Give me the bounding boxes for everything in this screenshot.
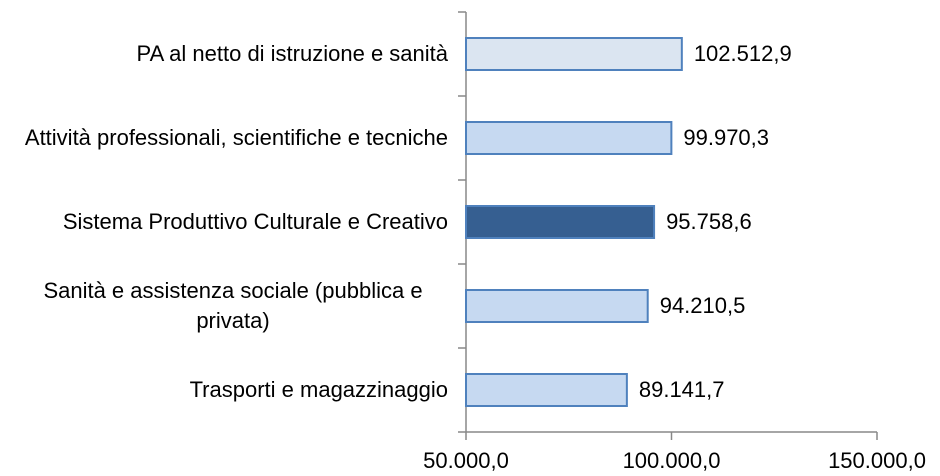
y-tick-label: Sanità e assistenza sociale (pubblica e …	[43, 278, 423, 333]
category-label-box: Sistema Produttivo Culturale e Creativo	[0, 180, 448, 264]
bar	[465, 37, 683, 71]
y-tick-label: Sistema Produttivo Culturale e Creativo	[62, 209, 448, 234]
x-tick-label: 50.000,0	[423, 448, 509, 473]
value-label: 94.210,5	[660, 293, 746, 318]
bar	[465, 289, 649, 323]
y-tick-label: Trasporti e magazzinaggio	[189, 377, 448, 402]
bar	[465, 121, 673, 155]
bar	[465, 205, 656, 239]
value-label: 89.141,7	[639, 377, 725, 402]
x-tick-label: 100.000,0	[623, 448, 721, 473]
y-tick-label: Attività professionali, scientifiche e t…	[24, 125, 448, 150]
value-label: 102.512,9	[694, 41, 792, 66]
y-tick-label: PA al netto di istruzione e sanità	[136, 41, 448, 66]
category-label-box: PA al netto di istruzione e sanità	[0, 12, 448, 96]
x-tick-label: 150.000,0	[828, 448, 926, 473]
value-label: 99.970,3	[683, 125, 769, 150]
category-label-box: Attività professionali, scientifiche e t…	[0, 96, 448, 180]
value-label: 95.758,6	[666, 209, 752, 234]
bar	[465, 373, 628, 407]
category-label-box: Sanità e assistenza sociale (pubblica e …	[0, 264, 448, 348]
category-label-box: Trasporti e magazzinaggio	[0, 348, 448, 432]
